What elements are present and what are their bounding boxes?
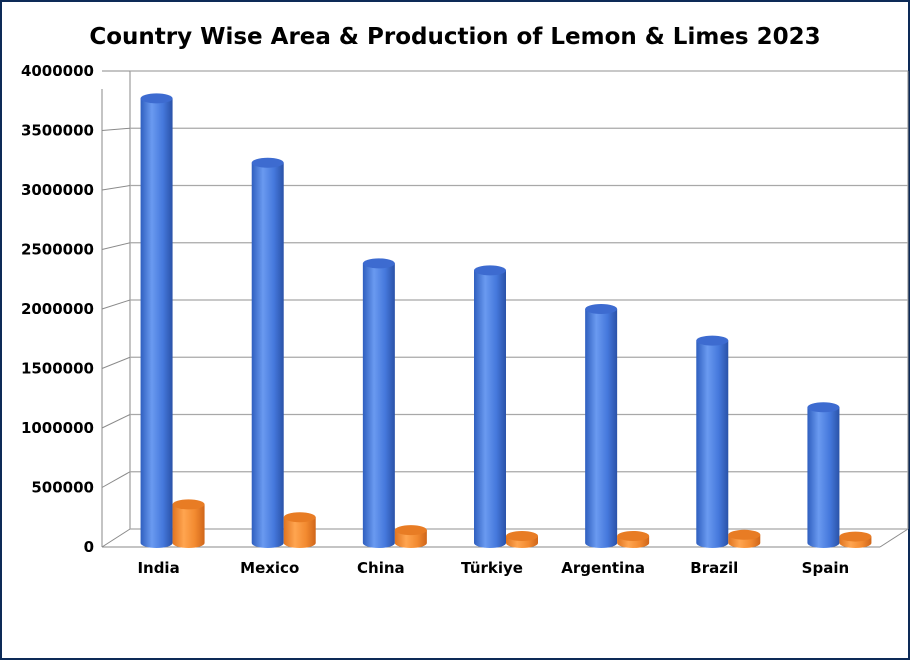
gridline-diag [101, 528, 131, 548]
x-tick-label: Spain [802, 559, 849, 577]
y-tick-label: 4000000 [21, 62, 94, 80]
bar-series1 [585, 304, 618, 548]
floor-right-edge [879, 528, 909, 548]
x-axis-ticks: India Mexico China Türkiye Argentina Brazil Sp… [137, 559, 849, 577]
bar-series2 [394, 525, 427, 548]
bars [140, 93, 872, 549]
y-tick-label: 2000000 [21, 300, 94, 318]
gridline-diag [101, 127, 131, 131]
x-tick-label: Brazil [690, 559, 738, 577]
y-tick-label: 3500000 [21, 122, 94, 140]
bar-series1 [696, 335, 729, 548]
bar-series2 [506, 530, 538, 548]
x-tick-label: China [357, 559, 405, 577]
y-tick-label: 1000000 [21, 419, 94, 437]
y-tick-label: 1500000 [21, 360, 94, 378]
chart-title: Country Wise Area & Production of Lemon … [89, 24, 821, 50]
bar-series1 [251, 157, 284, 548]
y-tick-label: 3000000 [21, 181, 94, 199]
bar-series2 [728, 529, 761, 548]
bar-series2 [283, 512, 316, 548]
bar-series1 [474, 265, 506, 548]
x-tick-label: Mexico [240, 559, 299, 577]
gridline-diag [101, 414, 131, 429]
x-tick-label: India [137, 559, 179, 577]
bar-series2 [172, 499, 205, 548]
gridline-diag [101, 185, 131, 191]
gridline-diag [101, 471, 131, 488]
y-axis-ticks: 0 500000 1000000 1500000 2000000 2500000 30000… [21, 62, 94, 556]
y-tick-label: 500000 [31, 479, 94, 497]
bar-series1 [807, 402, 840, 548]
bar-series1 [140, 93, 173, 549]
x-tick-label: Argentina [561, 559, 645, 577]
y-tick-label: 2500000 [21, 241, 94, 259]
y-tick-label: 0 [84, 538, 94, 556]
gridline-diag [101, 242, 131, 250]
bar-series2 [839, 531, 872, 548]
gridline-diag [101, 299, 131, 310]
bar-series1 [362, 258, 395, 548]
gridline-diag [101, 356, 131, 369]
bar-series2 [617, 530, 650, 548]
x-tick-label: Türkiye [461, 559, 523, 577]
